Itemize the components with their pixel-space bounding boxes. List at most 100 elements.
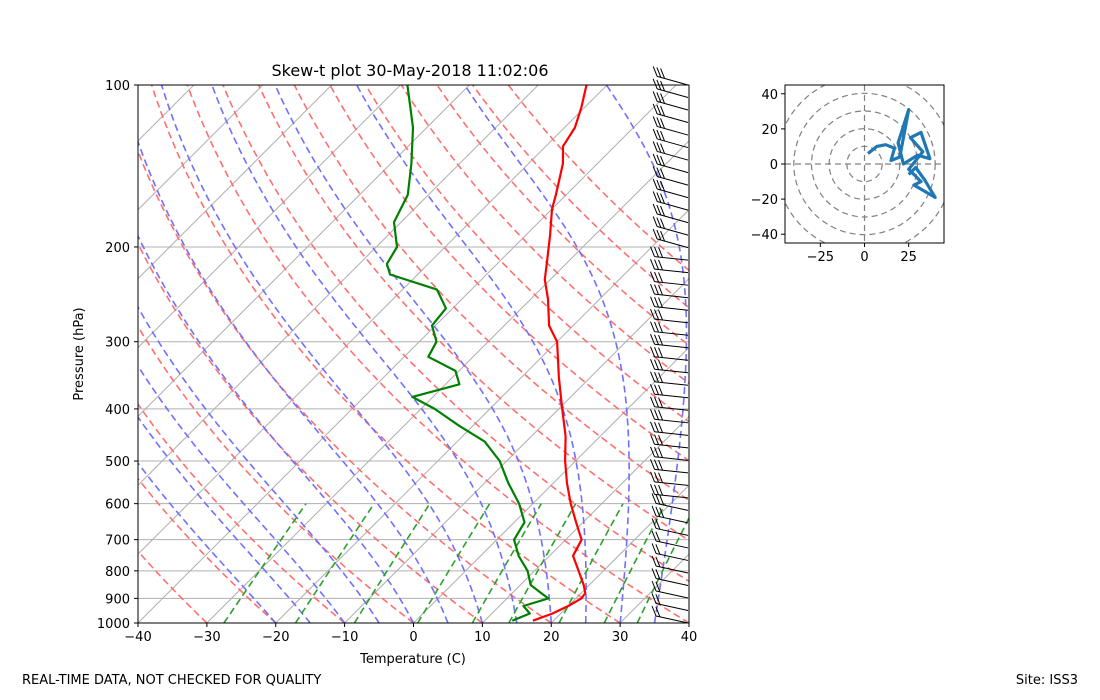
wind-barb-feather (651, 530, 657, 542)
mixing-ratio-line (471, 503, 542, 623)
wind-barb-staff (657, 201, 689, 211)
wind-barb (650, 271, 689, 286)
wind-barb-feather (655, 544, 661, 555)
wind-barb (650, 409, 689, 424)
wind-barb-feather (650, 434, 655, 445)
skewt-y-tick-label: 100 (105, 79, 130, 94)
wind-barb-staff (654, 393, 689, 399)
wind-barb-staff (657, 226, 689, 236)
wind-barb-staff (655, 552, 689, 561)
dry-adiabat-line (329, 85, 689, 462)
wind-barb (651, 530, 689, 549)
wind-barb-staff (657, 188, 689, 199)
wind-barb (650, 484, 689, 499)
skewt-ylabel: Pressure (hPa) (72, 307, 87, 400)
wind-barb (652, 116, 689, 136)
wind-barb-feather (654, 409, 659, 420)
wind-barb (650, 384, 689, 399)
wind-barb-feather (658, 459, 664, 471)
wind-barb-feather (658, 359, 664, 371)
footer-quality-note: REAL-TIME DATA, NOT CHECKED FOR QUALITY (22, 673, 322, 688)
hodograph-y-tick-label: 0 (770, 158, 778, 173)
dry-adiabat-line (400, 85, 689, 385)
skewt-y-tick-label: 200 (105, 241, 130, 256)
skewt-x-tick-label: −20 (262, 630, 289, 645)
wind-barb-feather (650, 396, 655, 407)
skewt-y-tick-label: 300 (105, 336, 130, 351)
wind-barb-feather (650, 459, 655, 470)
wind-barb-feather (650, 446, 655, 457)
wind-barb-feather (654, 246, 659, 258)
hodograph-y-tick-label: 40 (761, 88, 778, 103)
skewt-axes-frame (137, 84, 690, 624)
isotherm-gridline (413, 346, 689, 623)
wind-barb (651, 493, 689, 511)
wind-barb-feather (652, 116, 658, 127)
isotherm-gridline (138, 85, 401, 349)
wind-barb-staff (654, 493, 689, 499)
wind-barb (650, 359, 689, 374)
wind-barb-feather (651, 505, 657, 517)
wind-barb-staff (654, 281, 689, 286)
wind-barb-staff (655, 615, 689, 624)
isotherm-gridline (138, 85, 195, 142)
moist-adiabat-line (463, 85, 630, 623)
wind-barb (651, 555, 689, 574)
dry-adiabat-line (186, 85, 689, 623)
wind-barb-feather (652, 153, 658, 165)
skewt-x-tick-label: 20 (543, 630, 560, 645)
wind-barb-staff (657, 138, 689, 149)
wind-barb-feather (655, 569, 661, 580)
isotherm-gridline (138, 85, 332, 280)
isotherm-gridline (275, 209, 689, 623)
wind-barb-feather (651, 593, 657, 604)
wind-barb-feather (652, 91, 658, 102)
wind-barb (652, 91, 689, 111)
dry-adiabat-line (365, 85, 689, 423)
wind-barb (652, 153, 689, 174)
wind-barb (652, 103, 689, 124)
mixing-ratio-line (603, 503, 667, 623)
wind-barb-feather (655, 531, 661, 542)
skewt-ticks: −40 −30 −20 −10 0 10 20 30 40 100 200 300 400 500 600 7… (97, 79, 697, 645)
wind-barb (650, 471, 689, 486)
dry-adiabat-line (257, 85, 689, 542)
wind-barb-staff (657, 125, 689, 136)
wind-barb-feather (658, 422, 664, 433)
wind-barb-feather (651, 568, 657, 579)
wind-barb-feather (651, 605, 657, 617)
skewt-y-tick-label: 400 (105, 403, 130, 418)
wind-barb-feather (660, 230, 666, 242)
wind-barb (652, 166, 689, 186)
wind-barb-feather (656, 142, 662, 153)
temperature-profile-line (532, 85, 588, 622)
dry-adiabat-line (138, 242, 483, 623)
wind-barb-feather (659, 507, 665, 518)
mixing-ratio-line (223, 503, 307, 623)
skewt-x-tick-label: −10 (331, 630, 358, 645)
hodograph-y-tick-label: −20 (751, 193, 778, 208)
wind-barb-staff (654, 443, 689, 449)
skewt-x-tick-label: −40 (124, 630, 151, 645)
moist-adiabat-line (688, 618, 689, 623)
wind-barb-staff (654, 431, 689, 436)
wind-barb-feather (650, 246, 655, 257)
wind-barb-feather (655, 494, 661, 505)
moist-adiabat-line (138, 415, 311, 623)
wind-barb-feather (656, 129, 662, 141)
wind-barb-staff (657, 238, 689, 249)
wind-barb-staff (655, 565, 689, 574)
wind-barb-feather (656, 179, 662, 191)
wind-barb (651, 605, 689, 624)
wind-barb-feather (650, 421, 655, 432)
wind-barb-feather (658, 397, 664, 408)
wind-barb-feather (656, 167, 662, 178)
wind-barb-feather (654, 434, 659, 445)
dry-adiabat-line (138, 325, 414, 623)
wind-barb (650, 396, 689, 411)
wind-barb-feather (656, 192, 662, 203)
moist-adiabat-line (138, 364, 346, 623)
isotherm-gridline (138, 85, 470, 418)
wind-barb-feather (650, 308, 655, 320)
wind-barb-feather (651, 518, 657, 529)
